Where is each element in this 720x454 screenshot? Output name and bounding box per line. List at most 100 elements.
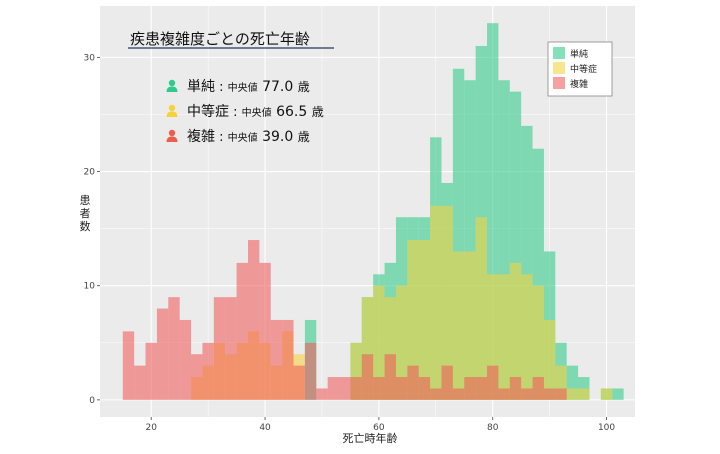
x-tick-label: 100	[598, 423, 615, 433]
bar-series-3	[168, 297, 180, 400]
bar-series-2	[532, 285, 544, 400]
bars	[122, 23, 624, 400]
person-icon	[166, 111, 178, 117]
legend-label: 複雑	[570, 78, 588, 90]
bar-series-3	[475, 377, 488, 400]
person-icon	[166, 86, 178, 92]
bar-series-1	[452, 68, 465, 400]
bar-series-3	[156, 308, 169, 400]
x-tick-label: 80	[487, 423, 499, 433]
bar-series-3	[339, 377, 351, 400]
bar-series-3	[532, 377, 544, 400]
legend-swatch	[553, 77, 565, 89]
x-axis: 20 40 60 80 100	[145, 417, 615, 433]
bar-series-3	[270, 319, 283, 400]
chart-title: 疾患複雑度ごとの死亡年齢	[130, 30, 310, 48]
bar-series-3	[498, 388, 510, 400]
bar-series-2	[350, 342, 362, 400]
bar-series-2	[600, 388, 613, 400]
bar-series-3	[395, 377, 408, 400]
x-tick-label: 40	[259, 423, 271, 433]
bar-series-1	[612, 388, 624, 400]
bar-series-3	[441, 365, 453, 400]
legend-swatch	[553, 47, 565, 59]
bar-series-2	[441, 205, 453, 400]
bar-series-3	[282, 319, 294, 400]
y-axis: 0 10 20 30	[84, 53, 100, 406]
bar-series-2	[555, 365, 567, 400]
bar-series-3	[259, 262, 271, 400]
bar-series-2	[498, 274, 510, 400]
median-text: 複雑 : 中央値 39.0 歳	[187, 128, 310, 145]
bar-series-3	[225, 297, 237, 400]
bar-series-2	[475, 217, 488, 400]
x-tick-label: 60	[373, 423, 385, 433]
bar-series-3	[122, 331, 135, 400]
bar-series-3	[509, 377, 522, 400]
bar-series-1	[578, 377, 590, 400]
bar-series-3	[418, 377, 431, 400]
bar-series-3	[179, 319, 192, 400]
bar-series-1	[498, 80, 510, 400]
bar-series-2	[418, 240, 431, 400]
person-icon-head	[168, 129, 176, 137]
bar-series-1	[566, 365, 579, 400]
bar-series-3	[555, 388, 567, 400]
bar-series-3	[202, 342, 214, 400]
median-text: 中等症 : 中央値 66.5 歳	[187, 103, 324, 120]
bar-series-1	[487, 23, 499, 400]
y-tick-label: 30	[84, 53, 96, 63]
y-tick-label: 10	[84, 282, 96, 292]
median-annotation: 複雑 : 中央値 39.0 歳	[166, 128, 310, 145]
legend-swatch	[553, 62, 565, 74]
bar-series-2	[384, 297, 396, 400]
median-annotation: 単純 : 中央値 77.0 歳	[166, 79, 310, 95]
bar-series-3	[293, 365, 305, 400]
bar-series-3	[145, 342, 157, 400]
bar-series-2	[452, 251, 465, 400]
bar-series-2	[373, 285, 385, 400]
bar-series-2	[543, 319, 556, 400]
person-icon-head	[168, 104, 176, 112]
x-tick-label: 20	[145, 423, 157, 433]
bar-series-2	[487, 274, 499, 400]
bar-series-3	[464, 377, 476, 400]
bar-series-2	[521, 274, 533, 400]
bar-series-3	[213, 297, 226, 400]
person-icon	[166, 136, 178, 142]
bar-series-2	[395, 285, 408, 400]
legend-label: 単純	[570, 48, 588, 60]
bar-series-3	[373, 377, 385, 400]
bar-series-2	[407, 240, 419, 400]
bar-series-3	[316, 388, 328, 400]
bar-series-3	[361, 354, 374, 400]
bar-series-3	[134, 365, 146, 400]
bar-series-3	[191, 354, 203, 400]
bar-series-2	[509, 262, 522, 400]
y-tick-label: 20	[84, 168, 96, 178]
bar-series-2	[578, 388, 590, 400]
person-icon-head	[168, 79, 176, 87]
bar-series-2	[464, 251, 476, 400]
median-annotation: 中等症 : 中央値 66.5 歳	[166, 103, 324, 120]
bar-series-3	[304, 342, 317, 400]
bar-series-1	[521, 125, 533, 400]
bar-series-1	[532, 148, 544, 400]
bar-series-3	[327, 377, 340, 400]
bar-series-3	[452, 388, 465, 400]
bar-series-1	[464, 80, 476, 400]
bar-series-3	[350, 377, 362, 400]
bar-series-3	[247, 240, 260, 400]
legend-label: 中等症	[570, 63, 597, 75]
bar-series-3	[407, 365, 419, 400]
median-text: 単純 : 中央値 77.0 歳	[187, 79, 310, 95]
y-tick-label: 0	[89, 396, 95, 406]
bar-series-3	[384, 354, 396, 400]
bar-series-3	[236, 262, 248, 400]
bar-series-2	[430, 205, 442, 400]
bar-series-3	[430, 388, 442, 400]
